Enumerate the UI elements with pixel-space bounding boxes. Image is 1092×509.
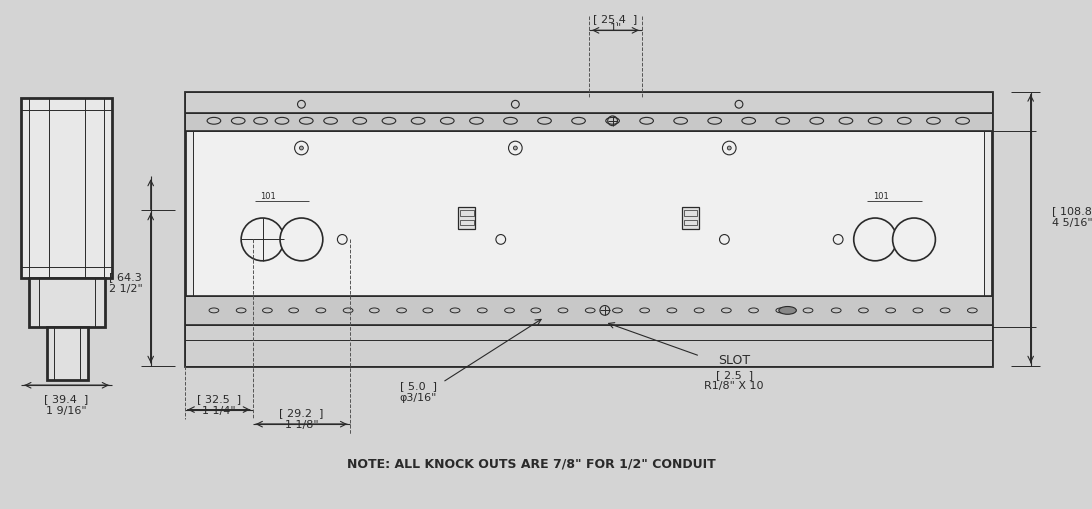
Bar [458,208,475,229]
Bar [47,327,87,381]
Bar [29,279,105,327]
Bar [681,208,699,229]
Bar [185,296,992,325]
Text: 4 5/16": 4 5/16" [1052,217,1092,228]
Circle shape [280,218,323,261]
Text: 1": 1" [609,23,621,34]
Bar [185,93,992,114]
Text: 101: 101 [261,192,276,201]
Text: [ 25.4  ]: [ 25.4 ] [593,14,638,24]
Text: R1/8" X 10: R1/8" X 10 [704,381,764,390]
Text: [ 64.3: [ 64.3 [109,272,142,282]
Ellipse shape [779,307,796,315]
Text: NOTE: ALL KNOCK OUTS ARE 7/8" FOR 1/2" CONDUIT: NOTE: ALL KNOCK OUTS ARE 7/8" FOR 1/2" C… [346,457,715,470]
Circle shape [241,218,284,261]
Bar [684,211,697,217]
Text: [ 2.5  ]: [ 2.5 ] [715,369,752,379]
Circle shape [727,147,732,151]
Text: 1 1/8": 1 1/8" [285,419,318,429]
Bar [192,131,984,296]
Circle shape [892,218,936,261]
Bar [460,220,474,225]
Bar [185,114,992,131]
Text: SLOT: SLOT [719,353,750,366]
Circle shape [513,147,518,151]
Bar [22,99,111,279]
Text: [ 108.8: [ 108.8 [1052,206,1092,216]
Text: 1 1/4": 1 1/4" [202,405,236,415]
Text: 101: 101 [874,192,889,201]
Bar [185,325,992,366]
Text: φ3/16": φ3/16" [400,392,437,402]
Circle shape [854,218,897,261]
Text: 2 1/2": 2 1/2" [109,284,143,294]
Bar [684,220,697,225]
Text: 1 9/16": 1 9/16" [46,405,86,415]
Bar [185,93,992,366]
Text: [ 32.5  ]: [ 32.5 ] [197,393,241,403]
Text: [ 5.0  ]: [ 5.0 ] [400,381,437,390]
Text: [ 39.4  ]: [ 39.4 ] [44,393,88,403]
Bar [460,211,474,217]
Text: [ 29.2  ]: [ 29.2 ] [280,408,323,418]
Circle shape [299,147,304,151]
